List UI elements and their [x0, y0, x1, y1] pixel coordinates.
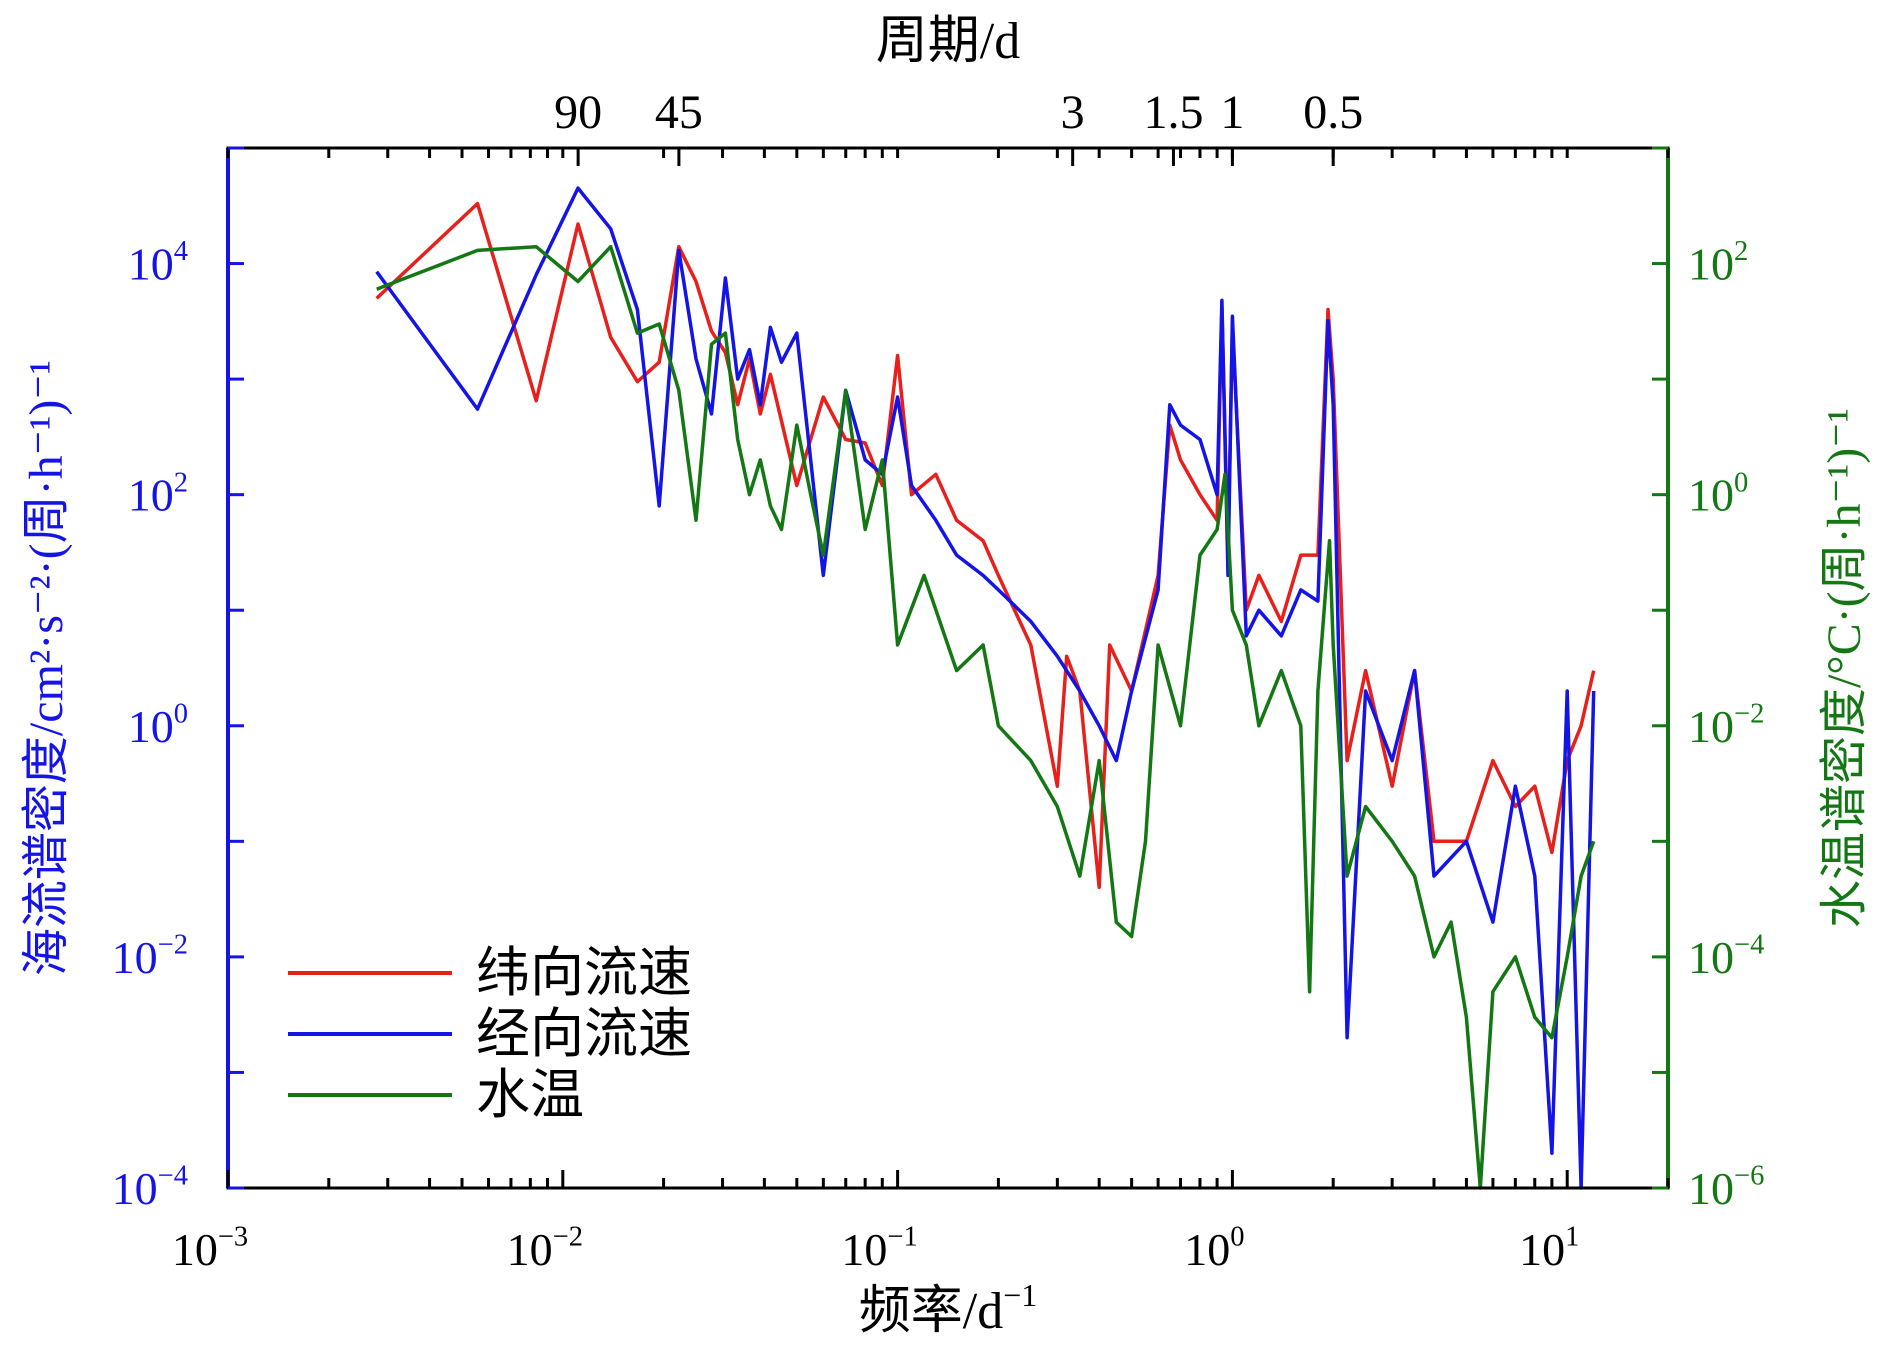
x-tick-label: 10−1 [841, 1222, 917, 1275]
left-tick-label: 102 [128, 467, 188, 520]
top-tick-label: 3 [1061, 86, 1085, 139]
right-tick-label: 10−4 [1688, 930, 1764, 983]
x-tick-label: 10−3 [172, 1222, 248, 1275]
ticks-layer [226, 146, 1670, 1190]
series-line-0 [375, 201, 1596, 890]
x-tick-label: 101 [1519, 1222, 1579, 1275]
top-axis-title: 周期/d [876, 13, 1020, 70]
x-axis-title: 频率/d−1 [859, 1277, 1038, 1340]
top-tick-label: 1.5 [1143, 86, 1203, 139]
right-tick-label: 10−2 [1688, 698, 1764, 751]
right-axis-title: 水温谱密度/°C·(周·h⁻¹)⁻¹ [1818, 408, 1871, 928]
x-tick-label: 10−2 [507, 1222, 583, 1275]
right-tick-label: 100 [1688, 467, 1748, 520]
labels-layer: 10−3 10−2 10−1 100 101 90 45 3 1.5 1 0.5 104 102 100 1… [20, 13, 1871, 1340]
x-tick-label: 100 [1184, 1222, 1244, 1275]
left-tick-label: 100 [128, 698, 188, 751]
top-tick-label: 90 [554, 86, 602, 139]
right-tick-label: 102 [1688, 236, 1748, 289]
legend-label: 经向流速 [476, 1004, 692, 1064]
series-layer [375, 186, 1596, 1190]
legend-label: 纬向流速 [476, 943, 692, 1003]
top-tick-label: 1 [1220, 86, 1244, 139]
right-tick-label: 10−6 [1688, 1161, 1764, 1214]
left-tick-label: 104 [128, 236, 188, 289]
legend-label: 水温 [476, 1065, 584, 1125]
series-line-2 [376, 244, 1596, 1190]
top-tick-label: 45 [655, 86, 703, 139]
left-axis-title: 海流谱密度/cm²·s⁻²·(周·h⁻¹)⁻¹ [20, 360, 73, 976]
left-tick-label: 10−4 [112, 1161, 188, 1214]
top-tick-label: 0.5 [1303, 86, 1363, 139]
series-line-1 [375, 186, 1596, 1190]
left-tick-label: 10−2 [112, 930, 188, 983]
